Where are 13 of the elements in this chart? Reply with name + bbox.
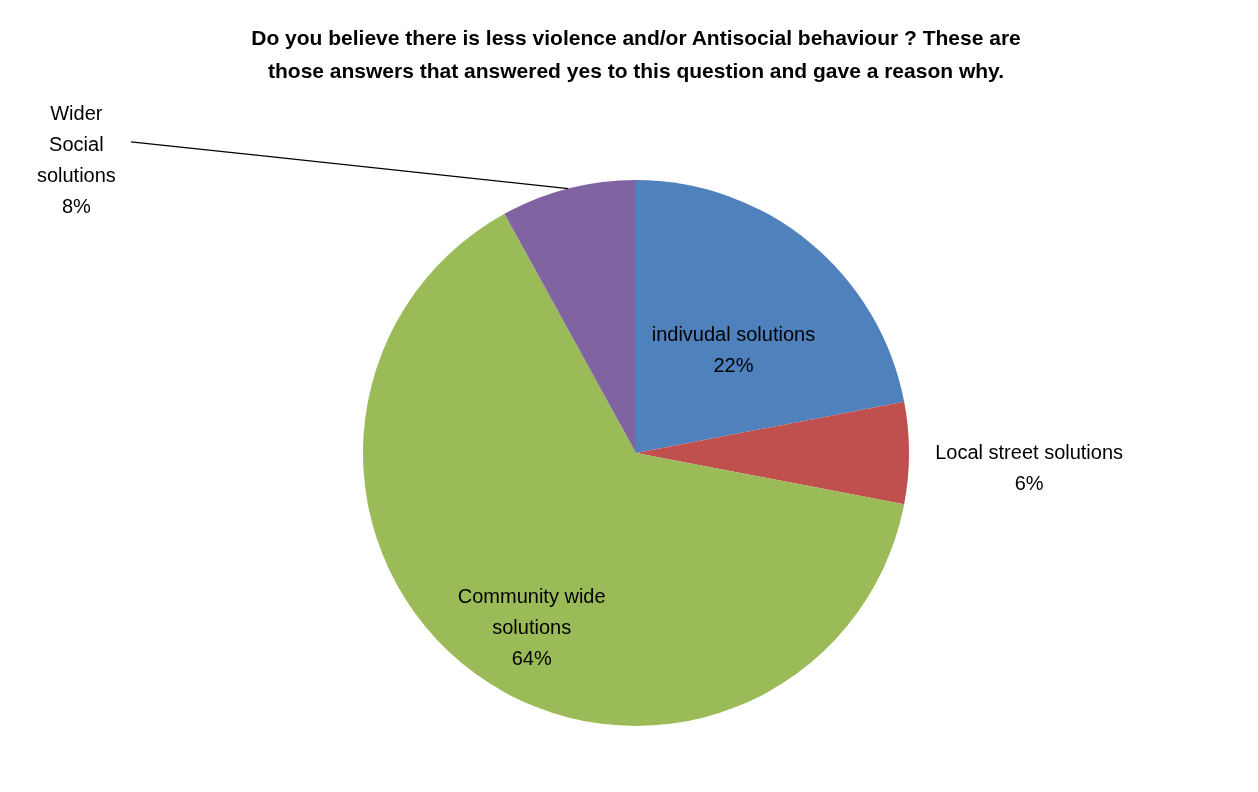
slice-label: indivudal solutions [651, 323, 816, 346]
pie-slice [504, 180, 636, 453]
chart-title: Do you believe there is less violence and/or Antisocial behaviour ? These are those answers that answered yes to this question and gave a reason why. [251, 26, 1021, 83]
pie-slice [363, 213, 905, 726]
pie-slice [636, 180, 905, 453]
slice-label: Local street solutions [935, 441, 1124, 463]
pie-slice [636, 401, 909, 505]
data-label: 8% [61, 195, 92, 218]
data-label: 64% [511, 646, 552, 669]
slice-label: Community wide solutions [457, 584, 606, 638]
data-label: 22% [713, 354, 754, 377]
slice-label: Wider Social solutions [36, 102, 116, 187]
data-label: 6% [1014, 472, 1044, 494]
